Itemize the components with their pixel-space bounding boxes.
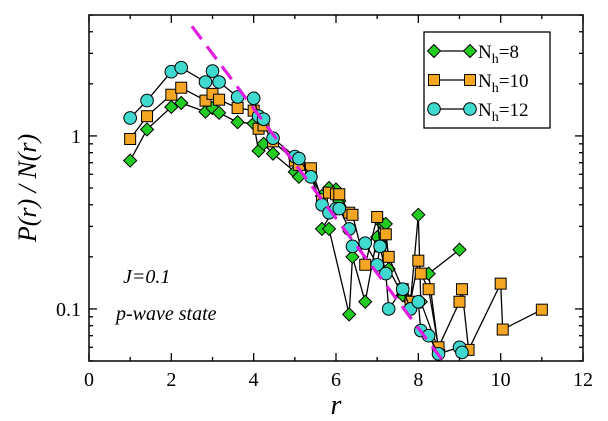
data-layer (122, 25, 548, 361)
legend-label-base: N (478, 42, 492, 63)
data-point-circle (123, 111, 137, 125)
data-point-diamond (452, 242, 467, 257)
data-point-circle (411, 294, 426, 309)
data-point-square (382, 250, 395, 263)
data-point-square (371, 210, 384, 223)
data-point-diamond (122, 153, 138, 168)
data-point-square (496, 323, 509, 336)
legend-label-base: N (478, 100, 492, 121)
annotation-coupling: J=0.1 (123, 266, 170, 288)
axes-layer: 0 2 4 6 8 10 12 0.1 1 (56, 14, 593, 391)
y-tick-label: 0.1 (56, 299, 81, 321)
x-tick-label: 6 (331, 369, 341, 391)
legend-marker-circle (427, 102, 441, 116)
x-tick-label: 2 (166, 369, 176, 391)
data-point-diamond (139, 122, 155, 137)
data-point-square (175, 81, 188, 94)
data-point-diamond (211, 105, 227, 121)
y-axis-title: P(r) / N(r) (13, 134, 42, 243)
legend-label: Nh=8 (478, 42, 519, 67)
data-point-square (346, 208, 359, 221)
data-point-square (414, 267, 427, 280)
data-point-square (213, 93, 226, 106)
data-point-circle (174, 60, 189, 75)
legend-label: Nh=12 (478, 100, 528, 125)
legend-marker-square (464, 74, 476, 86)
data-point-square (141, 110, 154, 123)
legend-marker-square (428, 74, 440, 86)
legend-label-subscript: h (492, 81, 499, 96)
data-point-circle (198, 75, 213, 89)
x-tick-label: 10 (491, 369, 511, 391)
data-point-square (231, 102, 244, 115)
data-point-square (199, 94, 212, 107)
legend-label-subscript: h (492, 52, 499, 67)
data-point-diamond (321, 221, 337, 237)
legend-label: Nh=10 (478, 71, 528, 96)
data-point-circle (332, 201, 347, 216)
x-tick-label: 8 (413, 369, 423, 391)
data-point-circle (381, 302, 396, 316)
legend-marker-diamond (462, 43, 478, 59)
data-point-circle (205, 64, 220, 78)
x-axis-title: r (331, 390, 342, 421)
data-point-circle (246, 91, 261, 106)
text-layer: r P(r) / N(r) J=0.1 p-wave state (13, 134, 342, 421)
data-point-square (333, 188, 346, 201)
data-point-circle (373, 239, 387, 254)
data-point-diamond (164, 99, 179, 115)
data-point-circle (395, 282, 410, 297)
fit-line-dashed (190, 25, 445, 361)
data-point-square (422, 283, 435, 296)
data-point-square (453, 295, 466, 308)
x-tick-label: 4 (249, 369, 259, 391)
data-point-circle (455, 345, 469, 360)
legend-label-subscript: h (492, 110, 499, 125)
data-point-diamond (341, 307, 357, 322)
y-tick-label: 1 (71, 126, 81, 148)
legend-label-value: =12 (499, 100, 529, 121)
data-point-square (359, 258, 372, 271)
data-point-circle (345, 239, 360, 254)
data-point-diamond (265, 146, 281, 161)
data-point-square (165, 88, 178, 101)
x-tick-label: 12 (573, 369, 593, 391)
legend-label-value: =10 (499, 71, 529, 92)
data-point-square (124, 132, 137, 145)
legend-label-value: =8 (499, 42, 519, 63)
data-point-diamond (174, 95, 189, 111)
data-point-square (535, 303, 548, 316)
legend-marker-diamond (426, 43, 442, 59)
data-point-diamond (358, 294, 373, 309)
data-point-square (379, 228, 392, 241)
data-point-square (494, 277, 507, 290)
x-tick-label: 0 (84, 369, 94, 391)
data-point-circle (379, 266, 393, 281)
annotation-state: p-wave state (114, 303, 217, 325)
data-point-square (412, 254, 425, 267)
legend-label-base: N (478, 71, 492, 92)
data-point-diamond (345, 249, 360, 265)
legend-marker-circle (463, 102, 477, 116)
data-point-circle (140, 93, 154, 108)
data-point-diamond (230, 115, 245, 130)
data-point-circle (358, 236, 373, 250)
data-point-circle (212, 75, 226, 89)
data-point-circle (292, 151, 306, 166)
data-point-square (455, 283, 468, 296)
data-point-diamond (411, 207, 426, 223)
